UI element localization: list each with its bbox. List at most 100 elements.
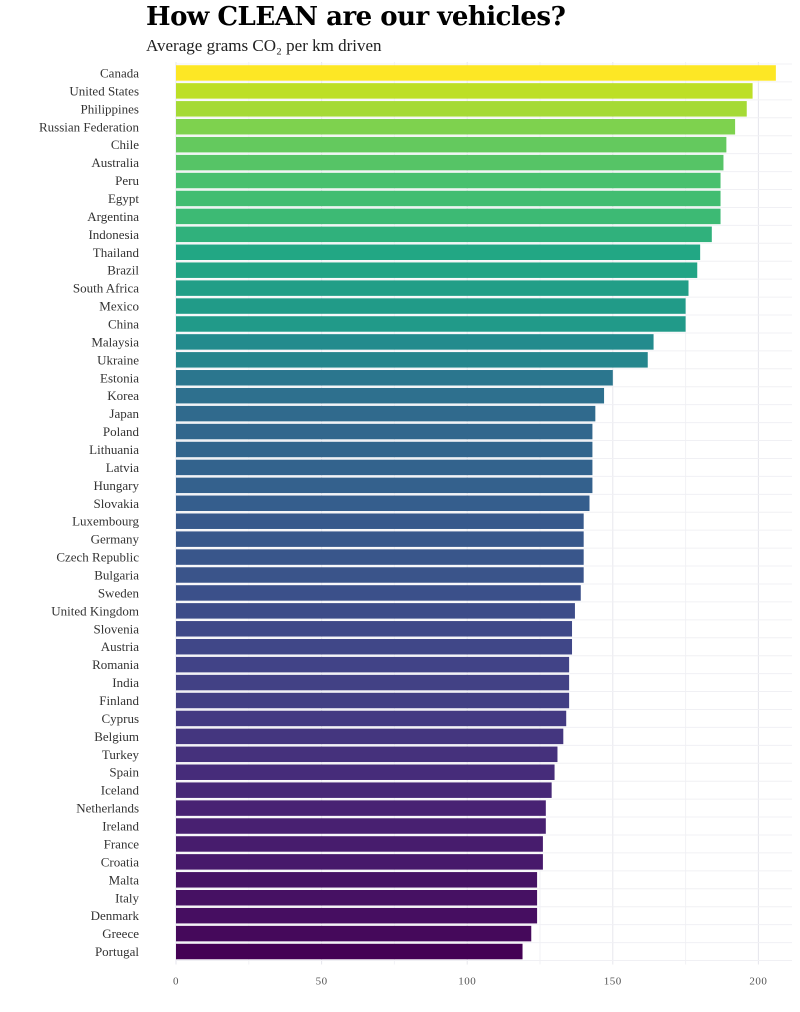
category-labels: Canada United States Philippines Russian Fe…	[39, 65, 140, 959]
category-label: Canada	[100, 65, 139, 80]
bar-malta	[176, 872, 538, 888]
bar-greece	[176, 925, 532, 942]
x-tick-labels: 0 50 100 150 200	[173, 976, 767, 988]
bar-united-kingdom	[176, 603, 575, 619]
bar-france	[176, 836, 543, 852]
category-label: Belgium	[94, 729, 139, 744]
bar-australia	[176, 154, 724, 171]
category-label: Russian Federation	[39, 119, 140, 134]
category-label: Hungary	[94, 478, 140, 493]
category-label: Iceland	[101, 783, 140, 798]
category-label: Australia	[91, 155, 139, 170]
bar-philippines	[176, 101, 747, 117]
x-tick-label: 150	[604, 976, 622, 988]
category-label: Spain	[109, 765, 139, 780]
category-label: Thailand	[93, 245, 140, 260]
category-label: Luxembourg	[72, 514, 139, 529]
category-label: Ukraine	[97, 352, 139, 367]
bar-korea	[176, 387, 605, 404]
category-label: Portugal	[95, 944, 139, 959]
category-label: Chile	[111, 137, 139, 152]
bar-china	[176, 316, 686, 332]
bar-egypt	[176, 190, 721, 207]
bar-iceland	[176, 782, 552, 798]
category-label: Malta	[109, 872, 140, 887]
bar-bulgaria	[176, 567, 584, 583]
category-label: India	[112, 675, 139, 690]
bar-hungary	[176, 477, 593, 494]
bar-japan	[176, 405, 596, 422]
category-label: South Africa	[73, 281, 139, 296]
category-label: Greece	[102, 926, 139, 941]
category-label: Cyprus	[101, 711, 139, 726]
category-label: Ireland	[102, 819, 139, 834]
bar-russian-federation	[176, 119, 736, 135]
bar-slovakia	[176, 495, 590, 512]
category-label: China	[108, 316, 139, 331]
bars	[176, 65, 776, 960]
chart-title: How CLEAN are our vehicles?	[146, 2, 566, 32]
category-label: Romania	[92, 657, 139, 672]
bar-india	[176, 674, 570, 691]
bar-poland	[176, 423, 593, 440]
x-tick-label: 100	[458, 976, 476, 988]
category-label: Malaysia	[91, 334, 139, 349]
category-label: Japan	[109, 406, 139, 421]
bar-denmark	[176, 907, 538, 924]
category-label: Denmark	[91, 908, 140, 923]
bar-slovenia	[176, 621, 573, 637]
bar-malaysia	[176, 334, 654, 350]
bar-czech-republic	[176, 549, 584, 565]
bar-estonia	[176, 370, 613, 386]
bar-mexico	[176, 298, 686, 314]
category-label: Brazil	[107, 263, 139, 278]
bar-south-africa	[176, 280, 689, 296]
category-label: Latvia	[106, 460, 139, 475]
bar-spain	[176, 764, 555, 780]
chart-subtitle: Average grams CO₂ per km driven	[146, 36, 382, 55]
bar-sweden	[176, 585, 581, 601]
bar-cyprus	[176, 710, 567, 727]
bar-canada	[176, 65, 776, 81]
category-label: Korea	[107, 388, 139, 403]
category-label: Germany	[91, 532, 140, 547]
category-label: Lithuania	[89, 442, 139, 457]
bar-thailand	[176, 244, 701, 261]
bar-united-states	[176, 83, 753, 99]
category-label: Poland	[103, 424, 140, 439]
bar-portugal	[176, 943, 523, 960]
x-tick-label: 0	[173, 976, 179, 988]
bar-indonesia	[176, 226, 712, 243]
category-label: Croatia	[101, 854, 139, 869]
bar-netherlands	[176, 800, 546, 816]
bar-turkey	[176, 746, 558, 763]
category-label: Indonesia	[88, 227, 139, 242]
category-label: Bulgaria	[94, 568, 139, 583]
grid-lines	[175, 62, 792, 965]
category-label: Egypt	[108, 191, 139, 206]
category-label: France	[104, 836, 140, 851]
bar-germany	[176, 531, 584, 547]
bar-finland	[176, 692, 570, 709]
bar-chile	[176, 136, 727, 153]
x-tick-label: 50	[316, 976, 328, 988]
category-label: United Kingdom	[51, 603, 139, 618]
category-label: United States	[69, 83, 139, 98]
category-label: Slovenia	[94, 621, 140, 636]
category-label: Finland	[99, 693, 139, 708]
bar-romania	[176, 656, 570, 673]
category-label: Argentina	[87, 209, 139, 224]
bar-ireland	[176, 818, 546, 834]
bar-luxembourg	[176, 513, 584, 529]
bar-brazil	[176, 262, 698, 278]
bar-italy	[176, 890, 538, 906]
bar-peru	[176, 172, 721, 189]
bar-austria	[176, 638, 573, 655]
category-label: Czech Republic	[56, 550, 139, 565]
category-label: Turkey	[102, 747, 140, 762]
bar-latvia	[176, 459, 593, 476]
category-label: Slovakia	[94, 496, 140, 511]
category-label: Austria	[101, 639, 140, 654]
x-tick-label: 200	[749, 976, 767, 988]
